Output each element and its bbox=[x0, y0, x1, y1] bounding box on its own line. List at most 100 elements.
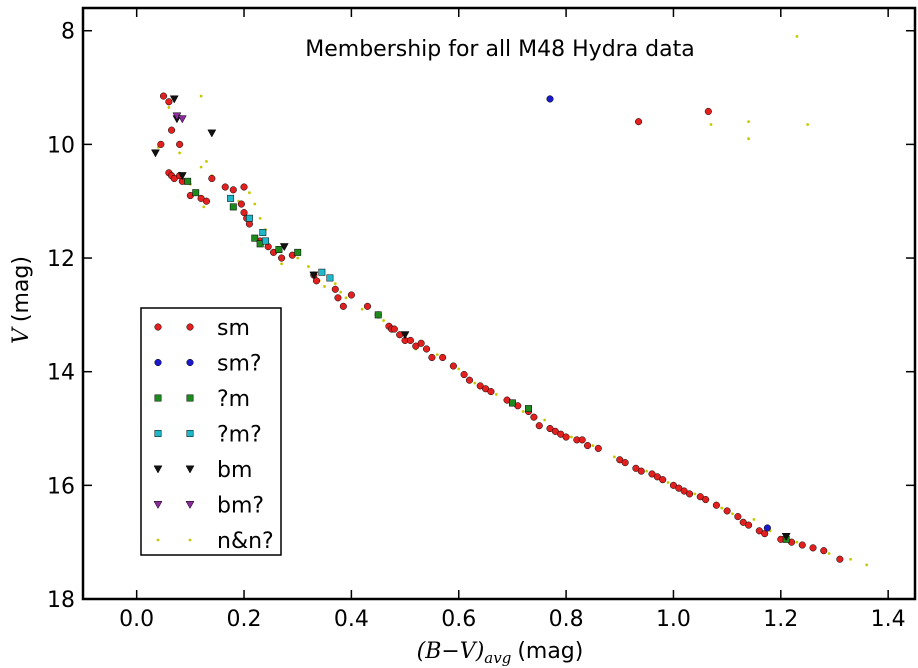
x-tick-label: 1.2 bbox=[763, 607, 798, 632]
point-sm bbox=[363, 302, 372, 310]
point-sm bbox=[240, 209, 248, 217]
legend: sm sm? ?m ?m? bm bm? n&n? bbox=[140, 307, 282, 556]
point-sm bbox=[240, 183, 248, 191]
point-sm bbox=[820, 547, 828, 555]
y-axis-label-unit: (mag) bbox=[9, 256, 34, 322]
legend-label-m: ?m bbox=[217, 387, 250, 412]
point-m bbox=[245, 214, 253, 222]
point-sm bbox=[168, 126, 176, 134]
axis-ticks bbox=[83, 8, 915, 600]
legend-marker-bm bbox=[185, 465, 195, 474]
point-sm bbox=[460, 370, 468, 379]
point-n-n bbox=[333, 282, 337, 286]
point-sm bbox=[712, 501, 720, 509]
point-n-n bbox=[827, 552, 831, 555]
point-n-n bbox=[199, 94, 203, 98]
point-m bbox=[227, 194, 235, 202]
point-n-n bbox=[258, 216, 262, 220]
point-sm bbox=[165, 98, 173, 106]
point-sm bbox=[594, 444, 602, 452]
point-sm bbox=[208, 174, 216, 183]
point-n-n bbox=[720, 506, 724, 510]
point-sm bbox=[278, 254, 286, 262]
point-sm bbox=[621, 459, 629, 467]
legend-marker-bm bbox=[153, 465, 163, 474]
point-sm bbox=[390, 325, 398, 333]
point-n-n bbox=[205, 160, 208, 163]
point-bm bbox=[207, 129, 217, 138]
y-tick-label: 12 bbox=[47, 247, 75, 272]
tick-labels: 0.0 0.2 0.4 0.6 0.8 1.0 1.2 1.4 8 10 12 14 16 18 bbox=[47, 20, 906, 632]
point-sm bbox=[439, 353, 447, 362]
point-n-n bbox=[693, 492, 697, 496]
point-bm bbox=[400, 331, 410, 340]
legend-label-bm: bm? bbox=[217, 494, 264, 519]
data-points bbox=[151, 35, 869, 567]
point-sm bbox=[449, 362, 457, 370]
point-sm bbox=[734, 513, 742, 521]
point-n-n bbox=[570, 435, 573, 439]
point-n-n bbox=[253, 202, 257, 206]
point-sm bbox=[176, 140, 184, 148]
point-m bbox=[294, 248, 302, 256]
point-m bbox=[262, 237, 269, 245]
point-m bbox=[326, 274, 334, 282]
point-sm bbox=[809, 544, 817, 552]
point-sm bbox=[562, 433, 570, 441]
legend-label-sm: sm bbox=[217, 316, 250, 341]
point-n-n bbox=[521, 410, 525, 413]
point-n-n bbox=[202, 205, 206, 209]
point-bm bbox=[151, 149, 160, 158]
point-n-n bbox=[280, 262, 284, 266]
point-sm bbox=[763, 524, 771, 532]
point-n-n bbox=[360, 307, 364, 311]
y-tick-label: 18 bbox=[47, 588, 75, 613]
y-tick-label: 10 bbox=[47, 133, 75, 158]
legend-marker-m bbox=[186, 430, 194, 437]
x-tick-label: 0.6 bbox=[441, 607, 476, 632]
point-n-n bbox=[199, 165, 203, 169]
point-sm bbox=[221, 183, 229, 191]
point-m bbox=[259, 229, 267, 236]
point-sm bbox=[761, 530, 769, 538]
y-tick-label: 14 bbox=[47, 361, 75, 386]
point-sm bbox=[535, 422, 543, 430]
x-tick-label: 0.2 bbox=[227, 607, 262, 632]
point-n-n bbox=[645, 469, 649, 473]
point-n-n bbox=[613, 455, 616, 459]
point-n-n bbox=[494, 393, 498, 396]
point-n-n bbox=[795, 35, 799, 38]
legend-marker-sm bbox=[186, 358, 194, 367]
point-n-n bbox=[435, 353, 439, 357]
point-n-n bbox=[307, 265, 310, 268]
legend-label-m: ?m? bbox=[217, 423, 262, 448]
point-n-n bbox=[248, 191, 251, 195]
point-sm bbox=[704, 107, 712, 115]
y-axis-label-math: V bbox=[9, 326, 34, 344]
point-sm bbox=[334, 294, 342, 302]
point-bm bbox=[177, 172, 187, 181]
point-n-n bbox=[382, 319, 385, 322]
legend-label-sm: sm? bbox=[217, 352, 262, 377]
legend-marker-bm bbox=[153, 501, 163, 510]
point-m bbox=[275, 246, 283, 253]
legend-label-bm: bm bbox=[217, 458, 252, 483]
point-bm bbox=[169, 95, 179, 104]
point-m bbox=[318, 268, 326, 276]
point-n-n bbox=[473, 381, 477, 385]
point-sm bbox=[584, 442, 592, 450]
legend-marker-m bbox=[154, 430, 162, 437]
x-tick-label: 1.4 bbox=[871, 607, 906, 632]
point-n-n bbox=[296, 256, 300, 260]
point-sm bbox=[428, 353, 436, 362]
point-sm bbox=[686, 490, 694, 498]
point-n-n bbox=[167, 106, 171, 109]
point-sm bbox=[229, 186, 237, 194]
point-m bbox=[374, 311, 382, 319]
x-tick-label: 0.0 bbox=[119, 607, 154, 632]
point-sm bbox=[406, 336, 414, 344]
point-m bbox=[508, 399, 516, 407]
point-sm bbox=[159, 92, 168, 100]
point-sm bbox=[659, 476, 667, 484]
